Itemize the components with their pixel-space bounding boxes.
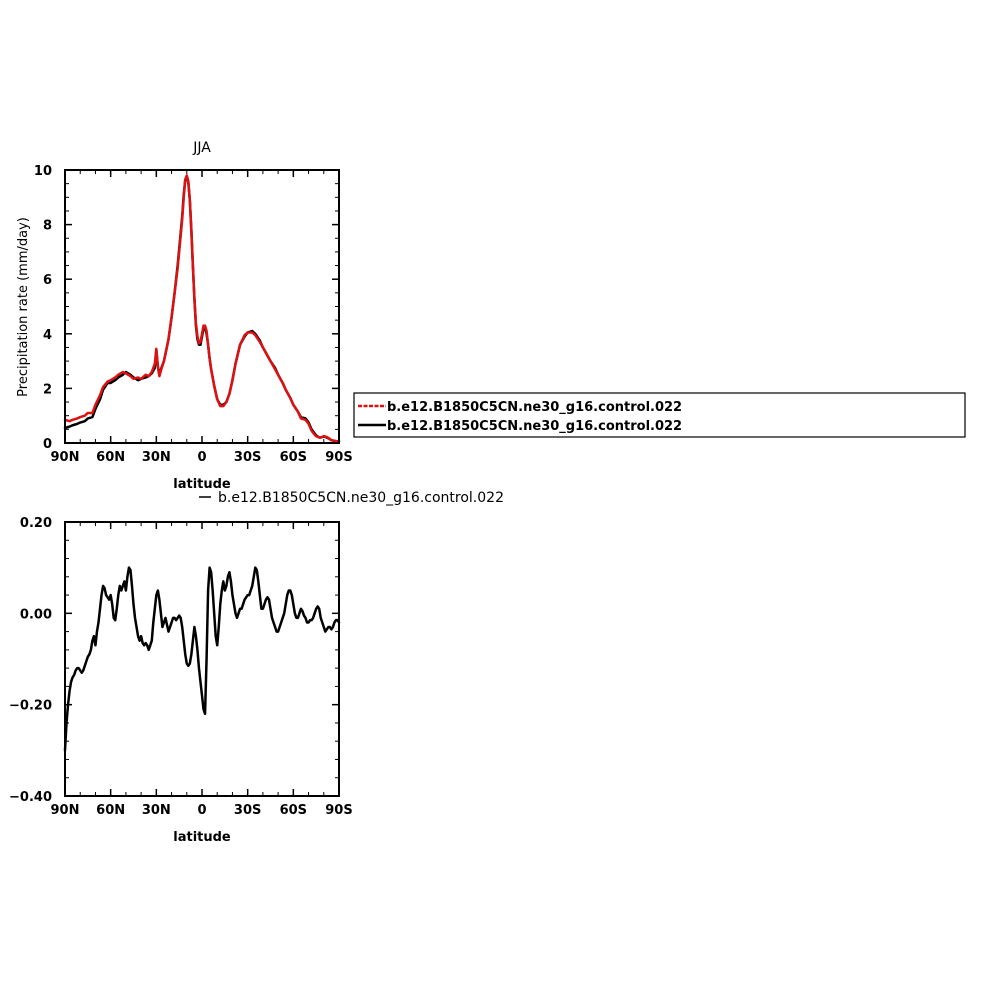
top-series-group (63, 174, 341, 443)
top-x-tick-label: 30S (234, 450, 261, 465)
top-plot-frame (64, 169, 340, 444)
bottom-y-tick-label: −0.20 (9, 699, 52, 714)
bottom-x-tick-label: 90N (51, 803, 80, 818)
legend: b.e12.B1850C5CN.ne30_g16.control.022 b.e… (353, 392, 966, 438)
top-y-tick-label: 6 (43, 273, 52, 288)
bottom-x-tick-label: 90S (325, 803, 352, 818)
top-x-tick-label: 30N (142, 450, 171, 465)
top-y-tick-label: 4 (43, 328, 52, 343)
bottom-panel-title: b.e12.B1850C5CN.ne30_g16.control.022 (218, 490, 504, 506)
bottom-axes: 90N 60N 30N 0 30S 60S 90S 0.20 0.00 −0.20 −0.40 (9, 516, 353, 818)
panel-title: JJA (192, 140, 211, 156)
difference-panel: b.e12.B1850C5CN.ne30_g16.control.022 lat… (9, 490, 504, 845)
y-axis-label: Precipitation rate (mm/day) (16, 217, 31, 397)
legend-box (353, 392, 966, 438)
bottom-x-tick-label: 60S (280, 803, 307, 818)
bottom-y-tick-label: 0.20 (20, 516, 52, 531)
top-x-tick-label: 90N (51, 450, 80, 465)
top-y-tick-label: 2 (43, 382, 52, 397)
top-series-line-2 (63, 175, 341, 443)
top-x-tick-label: 60S (280, 450, 307, 465)
top-series-line-1 (63, 174, 341, 443)
bottom-x-tick-label: 30N (142, 803, 171, 818)
bottom-x-tick-label: 30S (234, 803, 261, 818)
top-x-tick-label: 0 (197, 450, 206, 465)
top-x-tick-label: 90S (325, 450, 352, 465)
bottom-plot-frame (64, 521, 340, 797)
legend-entry-2: b.e12.B1850C5CN.ne30_g16.control.022 (387, 419, 682, 434)
bottom-y-tick-label: 0.00 (20, 607, 52, 622)
bottom-x-tick-label: 60N (96, 803, 125, 818)
bottom-series-group (63, 566, 341, 752)
top-y-tick-label: 8 (43, 219, 52, 234)
legend-entry-1: b.e12.B1850C5CN.ne30_g16.control.022 (387, 400, 682, 415)
top-y-tick-label: 0 (43, 437, 52, 452)
top-x-tick-label: 60N (96, 450, 125, 465)
bottom-x-tick-label: 0 (197, 803, 206, 818)
bottom-y-tick-label: −0.40 (9, 790, 52, 805)
precip-panel: JJA Precipitation rate (mm/day) latitude… (16, 140, 353, 492)
bottom-x-axis-label: latitude (173, 830, 231, 845)
x-axis-label: latitude (173, 477, 231, 492)
top-y-tick-label: 10 (34, 164, 52, 179)
bottom-series-line-1 (63, 566, 341, 752)
